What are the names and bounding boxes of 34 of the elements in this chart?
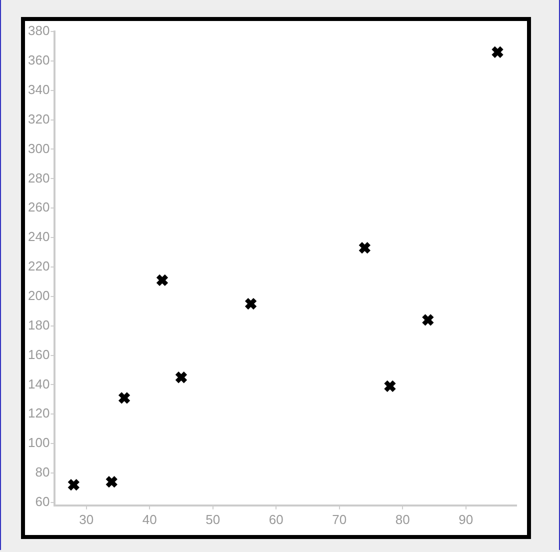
y-tick-label: 180 xyxy=(28,317,50,332)
x-tick-label: 80 xyxy=(395,512,410,527)
point xyxy=(421,313,434,326)
point xyxy=(383,380,396,393)
y-tick-label: 160 xyxy=(28,346,50,362)
y-tick-label: 260 xyxy=(28,200,50,215)
x-tick-label: 60 xyxy=(268,512,284,527)
y-tick-label: 320 xyxy=(28,111,50,126)
point xyxy=(358,241,372,254)
point xyxy=(105,475,118,488)
y-tick-label: 140 xyxy=(28,376,50,392)
point xyxy=(118,391,131,404)
y-tick-label: 340 xyxy=(28,82,50,97)
point xyxy=(491,46,504,59)
point xyxy=(156,274,169,287)
y-tick-label: 120 xyxy=(28,406,50,421)
y-tick-label: 240 xyxy=(28,229,50,244)
point xyxy=(67,478,80,492)
x-tick-label: 40 xyxy=(142,512,157,527)
x-tick-label: 50 xyxy=(206,512,220,527)
point xyxy=(174,370,188,384)
y-tick-label: 380 xyxy=(28,23,50,38)
y-tick-label: 200 xyxy=(28,288,50,303)
y-tick-label: 280 xyxy=(28,170,50,186)
point xyxy=(244,297,258,310)
y-tick-label: 60 xyxy=(35,494,50,510)
y-tick-label: 300 xyxy=(28,140,50,156)
x-tick-label: 90 xyxy=(458,512,474,527)
y-tick-label: 220 xyxy=(28,258,50,274)
y-tick-label: 360 xyxy=(28,52,50,68)
y-tick-label: 80 xyxy=(35,464,50,480)
y-tick-label: 100 xyxy=(28,435,50,450)
x-tick-label: 70 xyxy=(332,512,347,527)
x-tick-label: 30 xyxy=(79,512,94,527)
